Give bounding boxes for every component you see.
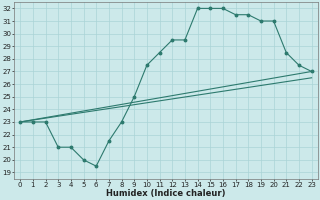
X-axis label: Humidex (Indice chaleur): Humidex (Indice chaleur) [106,189,226,198]
